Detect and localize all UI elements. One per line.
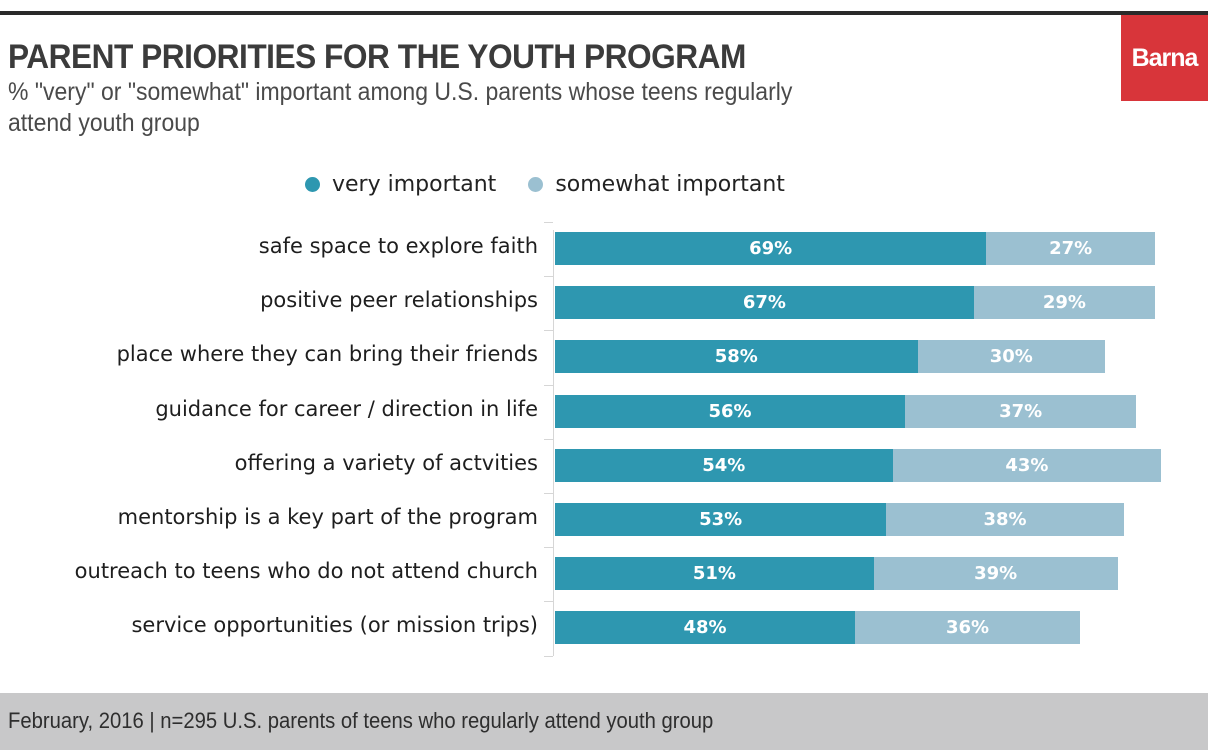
legend-swatch-somewhat-important — [528, 177, 544, 192]
legend-label: very important — [332, 172, 497, 197]
footer-note: February, 2016 | n=295 U.S. parents of t… — [8, 708, 714, 733]
data-label: 51% — [692, 563, 736, 584]
bar-very-important: 56% — [555, 395, 905, 428]
data-label: 67% — [742, 292, 786, 313]
category-label: service opportunities (or mission trips) — [131, 613, 538, 637]
bar-very-important: 69% — [555, 232, 987, 265]
bar-very-important: 53% — [555, 503, 887, 536]
category-label: guidance for career / direction in life — [155, 397, 538, 421]
axis-tick — [544, 330, 553, 331]
data-label: 36% — [945, 617, 990, 638]
logo-text: Barna — [1131, 43, 1199, 72]
category-label: safe space to explore faith — [258, 234, 538, 258]
bar-somewhat-important: 30% — [917, 340, 1105, 373]
data-label: 27% — [1049, 238, 1093, 259]
legend-item-very-important: very important — [305, 172, 496, 197]
axis-tick — [544, 222, 553, 223]
bar-very-important: 58% — [555, 340, 918, 373]
axis-tick — [544, 276, 553, 277]
legend: very important somewhat important — [305, 172, 817, 197]
barna-logo: Barna — [1121, 15, 1208, 101]
axis-tick — [544, 656, 553, 657]
axis-tick — [544, 385, 553, 386]
bar-very-important: 67% — [555, 286, 974, 319]
data-label: 56% — [708, 401, 752, 422]
data-label: 30% — [989, 346, 1033, 367]
bar-somewhat-important: 38% — [886, 503, 1124, 536]
category-label: place where they can bring their friends — [116, 342, 538, 366]
axis-tick — [544, 547, 553, 548]
category-label: outreach to teens who do not attend chur… — [74, 559, 538, 583]
category-label: mentorship is a key part of the program — [117, 505, 538, 529]
data-label: 29% — [1042, 292, 1086, 313]
data-label: 54% — [702, 455, 746, 476]
bar-very-important: 51% — [555, 557, 874, 590]
chart-subtitle: % "very" or "somewhat" important among U… — [8, 78, 793, 137]
data-label: 43% — [1005, 455, 1049, 476]
data-label: 39% — [974, 563, 1018, 584]
axis-tick — [544, 601, 553, 602]
bar-somewhat-important: 43% — [892, 449, 1162, 482]
data-label: 38% — [983, 509, 1027, 530]
data-label: 53% — [699, 509, 743, 530]
data-label: 69% — [749, 238, 793, 259]
legend-label: somewhat important — [555, 172, 785, 197]
category-label: offering a variety of actvities — [234, 451, 538, 475]
bar-very-important: 48% — [555, 611, 855, 644]
top-rule — [0, 11, 1208, 15]
data-label: 37% — [999, 401, 1043, 422]
axis-tick — [544, 493, 553, 494]
chart-title: PARENT PRIORITIES FOR THE YOUTH PROGRAM — [8, 38, 746, 76]
legend-item-somewhat-important: somewhat important — [528, 172, 785, 197]
data-label: 48% — [683, 617, 727, 638]
bar-very-important: 54% — [555, 449, 893, 482]
category-axis — [553, 230, 554, 656]
bar-somewhat-important: 29% — [973, 286, 1155, 319]
legend-swatch-very-important — [305, 177, 320, 192]
footer: February, 2016 | n=295 U.S. parents of t… — [0, 693, 1208, 750]
data-label: 58% — [714, 346, 758, 367]
bar-somewhat-important: 39% — [873, 557, 1118, 590]
axis-tick — [544, 439, 553, 440]
bar-somewhat-important: 37% — [905, 395, 1137, 428]
bar-somewhat-important: 36% — [855, 611, 1080, 644]
bar-somewhat-important: 27% — [986, 232, 1155, 265]
category-label: positive peer relationships — [260, 288, 538, 312]
